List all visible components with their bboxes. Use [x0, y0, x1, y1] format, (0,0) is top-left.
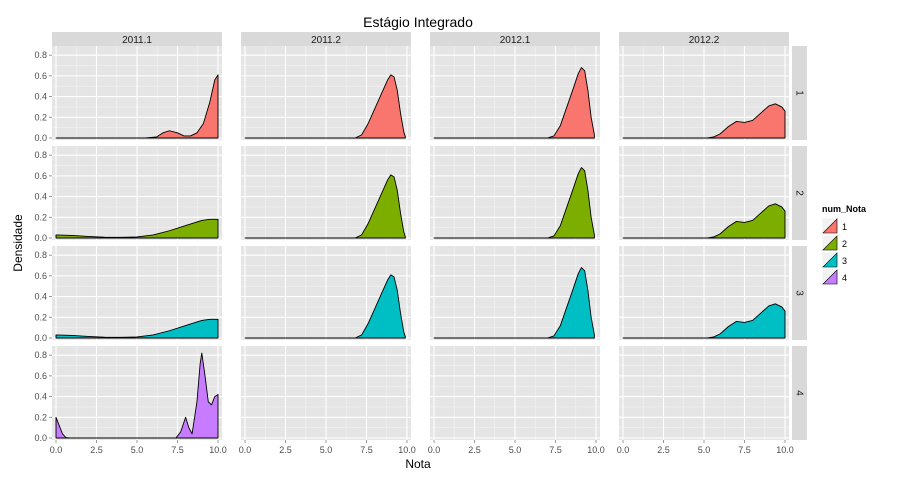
y-tick-label: 0.0 — [34, 233, 47, 243]
legend-swatch — [822, 269, 838, 285]
legend-swatch — [822, 235, 838, 251]
y-tick-label: 0.8 — [34, 50, 47, 60]
y-tick-label: 0.6 — [34, 71, 47, 81]
facet-strip-row — [792, 346, 807, 440]
facet-strip-row-label: 1 — [794, 90, 805, 96]
facet-strip-col — [430, 32, 600, 46]
facet-strip-row — [792, 46, 807, 140]
facet-strip-col-label: 2012.2 — [689, 35, 720, 46]
y-tick-label: 0.0 — [34, 433, 47, 443]
legend-label: 1 — [842, 222, 847, 232]
x-tick-label: 2.5 — [279, 445, 292, 455]
y-tick-label: 0.4 — [34, 392, 47, 402]
density-area — [55, 218, 219, 239]
y-tick-label: 0.4 — [34, 292, 47, 302]
y-tick-label: 0.8 — [34, 350, 47, 360]
legend-swatch — [822, 252, 838, 268]
x-tick-label: 5.0 — [131, 445, 144, 455]
y-tick-label: 0.6 — [34, 171, 47, 181]
x-tick-label: 2.5 — [657, 445, 670, 455]
y-tick-label: 0.0 — [34, 133, 47, 143]
x-axis-title: Nota — [405, 457, 431, 471]
facet-strip-row-label: 4 — [794, 390, 805, 396]
legend: num_Nota 1 2 3 4 — [821, 204, 867, 286]
x-tick-label: 2.5 — [468, 445, 481, 455]
facet-strip-col-label: 2012.1 — [500, 35, 531, 46]
y-tick-label: 0.4 — [34, 92, 47, 102]
x-tick-label: 10.0 — [776, 445, 794, 455]
density-area — [622, 203, 786, 239]
legend-label: 2 — [842, 239, 847, 249]
x-tick-label: 7.5 — [549, 445, 562, 455]
density-area — [244, 174, 406, 239]
x-tick-label: 7.5 — [171, 445, 184, 455]
density-area — [244, 274, 406, 339]
x-tick-label: 5.0 — [698, 445, 711, 455]
facet-strip-row — [792, 246, 807, 340]
density-area — [622, 103, 786, 139]
x-tick-label: 10.0 — [398, 445, 416, 455]
x-tick-label: 7.5 — [360, 445, 373, 455]
facet-strip-row-label: 3 — [794, 290, 805, 296]
chart-title: Estágio Integrado — [363, 14, 473, 30]
facet-strip-col — [52, 32, 222, 46]
x-tick-label: 0.0 — [50, 445, 63, 455]
x-tick-label: 7.5 — [738, 445, 751, 455]
legend-title: num_Nota — [822, 204, 867, 214]
y-tick-label: 0.6 — [34, 271, 47, 281]
y-tick-label: 0.8 — [34, 250, 47, 260]
facet-strip-row — [792, 146, 807, 240]
facet-strip-col — [241, 32, 411, 46]
x-tick-label: 0.0 — [428, 445, 441, 455]
x-tick-label: 0.0 — [617, 445, 630, 455]
y-tick-label: 0.2 — [34, 212, 47, 222]
facet-panels: 2011.1 2011.2 2012.1 2012.2 1 2 3 4 0.0 0.2 0.4 0.6… — [34, 32, 807, 455]
density-area — [55, 352, 219, 439]
density-area — [622, 303, 786, 339]
density-area — [433, 267, 595, 339]
x-tick-label: 10.0 — [209, 445, 227, 455]
x-tick-label: 0.0 — [239, 445, 252, 455]
y-tick-label: 0.0 — [34, 333, 47, 343]
facet-strip-row-label: 2 — [794, 190, 805, 196]
density-area — [433, 67, 595, 139]
legend-label: 4 — [842, 273, 847, 283]
density-area — [433, 167, 595, 239]
density-area — [244, 74, 406, 139]
y-tick-label: 0.6 — [34, 371, 47, 381]
density-area — [55, 318, 219, 339]
density-area — [55, 74, 219, 139]
legend-swatch — [822, 218, 838, 234]
x-tick-label: 5.0 — [320, 445, 333, 455]
y-tick-label: 0.2 — [34, 112, 47, 122]
facet-strip-col-label: 2011.2 — [311, 35, 341, 46]
y-tick-label: 0.2 — [34, 412, 47, 422]
y-tick-label: 0.2 — [34, 312, 47, 322]
y-tick-label: 0.8 — [34, 150, 47, 160]
x-tick-label: 2.5 — [90, 445, 103, 455]
x-tick-label: 10.0 — [587, 445, 605, 455]
legend-label: 3 — [842, 256, 847, 266]
facet-strip-col — [619, 32, 789, 46]
y-axis-title: Densidade — [11, 214, 25, 272]
y-tick-label: 0.4 — [34, 192, 47, 202]
x-tick-label: 5.0 — [509, 445, 522, 455]
facet-strip-col-label: 2011.1 — [122, 35, 152, 46]
